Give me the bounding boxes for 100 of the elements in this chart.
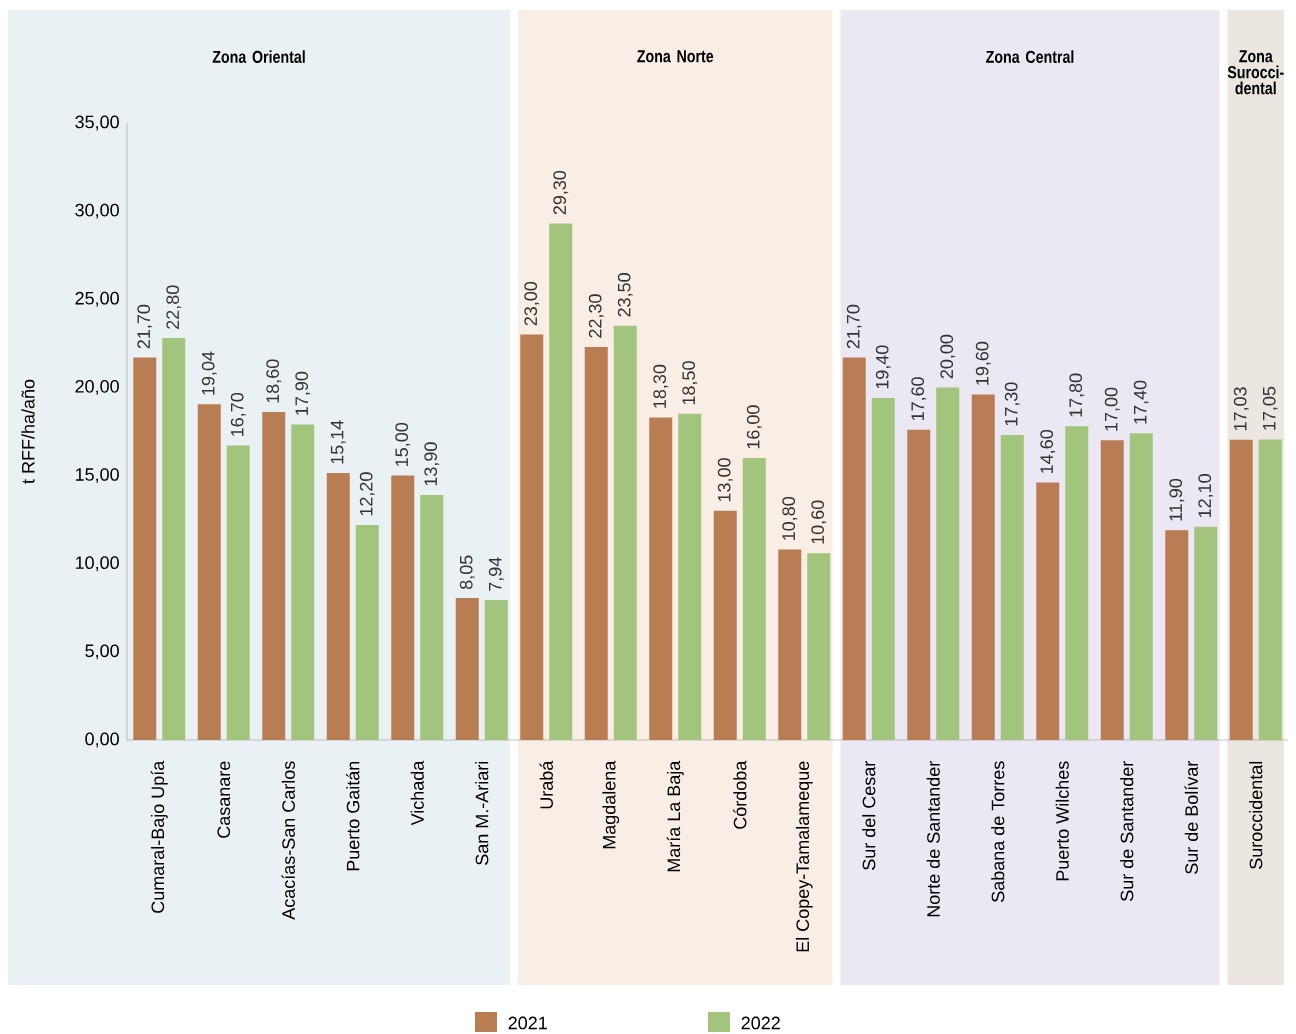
bar — [391, 475, 415, 740]
data-label: 23,00 — [524, 281, 540, 326]
bar — [1194, 526, 1218, 740]
data-label: 16,70 — [230, 392, 246, 436]
x-tick-label: Puerto Gaitán — [346, 761, 360, 871]
y-tick-label: 15,00 — [75, 468, 119, 483]
bar — [971, 394, 995, 740]
bar — [1065, 426, 1089, 740]
bar — [420, 494, 444, 740]
bar — [455, 598, 479, 740]
x-tick-label: Sur del Cesar — [862, 761, 876, 870]
x-tick-label: Vichada — [410, 760, 424, 826]
bar — [133, 357, 157, 740]
data-label: 12,20 — [359, 472, 375, 516]
data-label: 18,60 — [266, 359, 282, 403]
x-tick-label: Casanare — [217, 761, 231, 838]
x-tick-label: Urabá — [539, 760, 553, 809]
data-label: 11,90 — [1169, 478, 1185, 521]
legend-label: 2022 — [741, 1016, 780, 1030]
x-tick-label: El Copey-Tamalameque — [795, 761, 813, 952]
y-axis-title: t RFF/ha/año — [21, 379, 35, 484]
x-tick-label: Magdalena — [602, 760, 620, 849]
data-label: 16,00 — [746, 405, 762, 449]
bar — [1258, 439, 1282, 740]
bar — [742, 457, 766, 740]
bar — [520, 334, 544, 740]
data-label: 21,70 — [846, 304, 862, 349]
bar — [226, 445, 250, 740]
y-tick-label: 25,00 — [75, 291, 119, 307]
data-label: 17,40 — [1133, 380, 1149, 424]
data-label: 17,80 — [1069, 373, 1085, 417]
data-label: 19,60 — [975, 341, 991, 385]
data-label: 29,30 — [553, 170, 569, 215]
x-tick-label: Sabana de Torres — [991, 761, 1005, 902]
data-label: 13,00 — [717, 458, 733, 502]
data-label: 20,00 — [940, 334, 956, 379]
bar — [162, 338, 186, 740]
data-label: 7,94 — [488, 557, 504, 591]
data-label: 10,80 — [782, 497, 798, 540]
bar — [1036, 482, 1060, 740]
data-label: 19,04 — [201, 351, 217, 395]
data-label: 18,30 — [653, 364, 669, 408]
x-tick-label: María La Baja — [666, 760, 684, 872]
bar — [936, 387, 960, 740]
data-label: 18,50 — [682, 361, 698, 405]
bar — [807, 553, 831, 740]
band-label: Zona Norte — [637, 50, 714, 63]
x-tick-label: Suroccidental — [1249, 761, 1263, 869]
bar — [197, 404, 221, 740]
band-label: Zona Central — [986, 50, 1074, 63]
x-tick-label: Córdoba — [733, 760, 747, 829]
data-label: 21,70 — [137, 304, 153, 349]
bar — [1000, 435, 1024, 740]
data-label: 23,50 — [617, 273, 633, 317]
x-tick-label: Sur de Bolívar — [1184, 761, 1198, 874]
bar — [291, 424, 315, 740]
data-label: 17,05 — [1262, 386, 1278, 430]
bar — [713, 510, 737, 740]
data-label: 17,90 — [295, 371, 311, 415]
data-label: 10,60 — [811, 500, 827, 544]
data-label: 8,05 — [459, 555, 475, 590]
data-label: 15,14 — [330, 420, 346, 464]
data-label: 15,00 — [395, 422, 411, 466]
y-tick-label: 30,00 — [75, 203, 119, 219]
data-label: 17,03 — [1233, 387, 1249, 431]
y-tick-label: 20,00 — [75, 379, 119, 395]
bar — [484, 600, 508, 740]
bar — [613, 325, 637, 740]
bar — [678, 413, 702, 740]
bar — [842, 357, 866, 740]
data-label: 14,60 — [1040, 430, 1056, 473]
y-tick-label: 0,00 — [85, 732, 119, 748]
bar — [326, 473, 350, 740]
bar — [778, 549, 802, 740]
x-tick-label: San M.-Ariari — [475, 761, 489, 865]
data-label: 19,40 — [875, 345, 891, 389]
x-tick-label: Puerto Wilches — [1055, 761, 1069, 881]
y-tick-label: 10,00 — [75, 556, 119, 572]
bar — [649, 417, 673, 740]
band-label: Zona Oriental — [212, 50, 305, 63]
band-label: Zona Surocci-dental — [1227, 50, 1284, 95]
data-label: 13,90 — [424, 442, 440, 486]
x-tick-label: Norte de Santander — [926, 761, 940, 917]
bar — [549, 223, 573, 740]
x-tick-label: Acacías-San Carlos — [281, 761, 295, 920]
bar — [1129, 433, 1153, 740]
bar — [262, 412, 286, 740]
bar — [1100, 440, 1124, 740]
bar — [1165, 530, 1189, 740]
bar — [1229, 439, 1253, 740]
bar — [355, 524, 379, 740]
bar — [584, 346, 608, 740]
data-label: 17,00 — [1104, 387, 1120, 431]
data-label: 22,30 — [588, 294, 604, 338]
x-tick-label: Sur de Santander — [1120, 761, 1134, 901]
y-tick-label: 35,00 — [75, 115, 119, 131]
bar — [907, 429, 931, 740]
legend-label: 2021 — [508, 1016, 547, 1030]
data-label: 22,80 — [166, 285, 182, 329]
bar — [871, 398, 895, 740]
